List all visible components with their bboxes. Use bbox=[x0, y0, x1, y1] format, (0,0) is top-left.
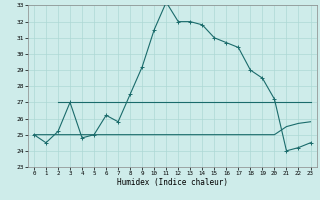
X-axis label: Humidex (Indice chaleur): Humidex (Indice chaleur) bbox=[117, 178, 228, 187]
